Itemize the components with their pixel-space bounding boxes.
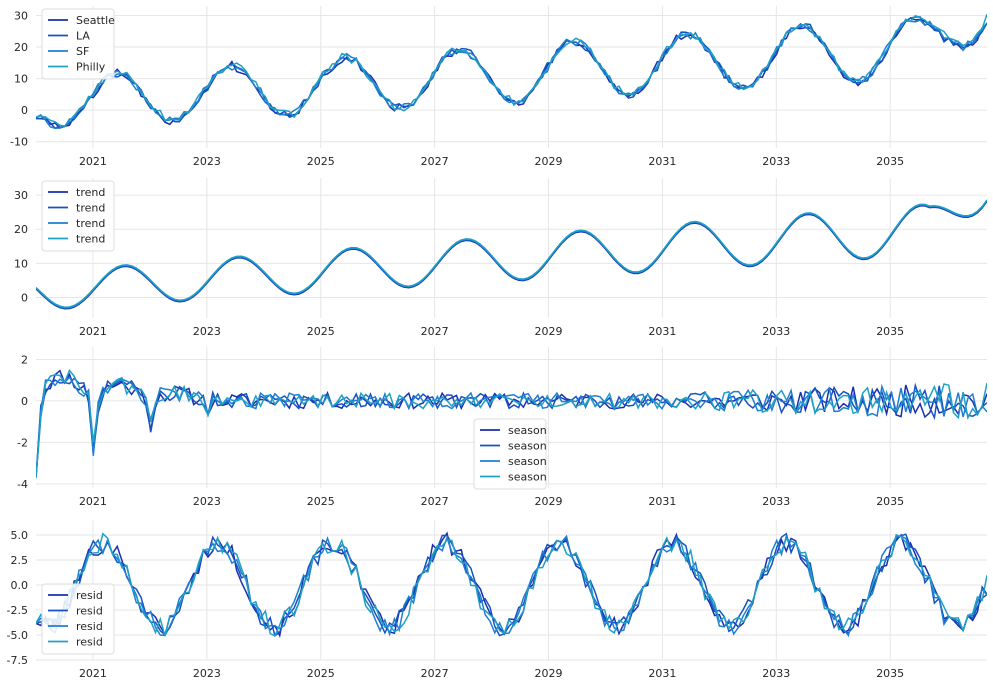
x-tick-label: 2029 [535, 667, 563, 680]
legend-label: Philly [76, 61, 106, 74]
x-tick-label: 2021 [79, 495, 107, 508]
y-tick-label: -2.5 [7, 604, 28, 617]
y-tick-label: 10 [14, 73, 28, 86]
x-tick-label: 2025 [307, 155, 335, 168]
legend: season season season season [473, 418, 547, 490]
legend-label: trend [76, 186, 105, 199]
x-tick-label: 2021 [79, 155, 107, 168]
legend-box [41, 180, 115, 252]
y-tick-label: -5.0 [7, 629, 28, 642]
legend-label: season [508, 424, 547, 437]
legend-label: resid [76, 605, 103, 618]
series-line-philly [36, 13, 987, 127]
legend-label: season [508, 440, 547, 453]
y-tick-label: 2 [21, 353, 28, 366]
y-tick-label: 20 [14, 223, 28, 236]
x-tick-label: 2029 [535, 495, 563, 508]
panel-4: -7.5 -5.0 -2.5 0.0 2.5 5.0 2021 2023 2025 2027 202… [7, 520, 987, 680]
x-tick-label: 2033 [762, 325, 790, 338]
legend-label: trend [76, 217, 105, 230]
x-tick-label: 2027 [421, 495, 449, 508]
legend-box [41, 8, 115, 80]
x-tick-label: 2023 [193, 325, 221, 338]
x-tick-label: 2033 [762, 667, 790, 680]
series-line-season [36, 369, 987, 478]
panel-1: -10 0 10 20 30 2021 2023 2025 2027 2029 2031 2033 20… [10, 6, 987, 168]
legend-label: season [508, 471, 547, 484]
y-tick-label: 5.0 [11, 529, 29, 542]
x-tick-label: 2035 [876, 325, 904, 338]
x-tick-label: 2027 [421, 667, 449, 680]
x-tick-label: 2031 [648, 155, 676, 168]
x-tick-label: 2035 [876, 495, 904, 508]
y-tick-label: 0 [21, 395, 28, 408]
x-tick-label: 2029 [535, 155, 563, 168]
y-tick-label: -10 [10, 136, 28, 149]
legend: Seattle LA SF Philly [41, 8, 115, 80]
y-tick-label: 10 [14, 257, 28, 270]
legend-label: trend [76, 233, 105, 246]
legend-label: Seattle [76, 14, 115, 27]
y-tick-label: 0 [21, 292, 28, 305]
series-line-trend [36, 199, 987, 308]
x-tick-label: 2033 [762, 495, 790, 508]
y-tick-label: 20 [14, 41, 28, 54]
legend: trend trend trend trend [41, 180, 115, 252]
y-tick-label: 0 [21, 104, 28, 117]
legend-label: LA [76, 30, 90, 43]
legend-label: resid [76, 620, 103, 633]
series-line-resid [36, 531, 987, 638]
x-tick-label: 2023 [193, 667, 221, 680]
y-tick-label: -7.5 [7, 654, 28, 667]
panel-2: 0 10 20 30 2021 2023 2025 2027 2029 2031 2033 2035 t… [14, 178, 987, 338]
y-tick-label: 2.5 [11, 554, 29, 567]
x-tick-label: 2035 [876, 155, 904, 168]
legend-box [41, 583, 115, 655]
x-tick-label: 2021 [79, 325, 107, 338]
series-line-trend [36, 199, 987, 309]
series-line-season [36, 377, 987, 478]
x-tick-label: 2025 [307, 495, 335, 508]
x-tick-label: 2031 [648, 325, 676, 338]
series-line-trend [36, 200, 987, 309]
panel-3: -4 -2 0 2 2021 2023 2025 2027 2029 2031 2033 2035 se… [17, 347, 987, 508]
legend-label: SF [76, 45, 89, 58]
x-tick-label: 2025 [307, 325, 335, 338]
y-tick-label: -2 [17, 436, 28, 449]
series-line-sf [36, 19, 987, 130]
legend-label: resid [76, 589, 103, 602]
y-tick-label: 0.0 [11, 579, 29, 592]
x-tick-label: 2033 [762, 155, 790, 168]
series-line-season [36, 369, 987, 478]
y-tick-label: 30 [14, 9, 28, 22]
legend-box [473, 418, 547, 490]
x-tick-label: 2027 [421, 155, 449, 168]
legend: resid resid resid resid [41, 583, 115, 655]
x-tick-label: 2031 [648, 667, 676, 680]
y-tick-label: -4 [17, 478, 28, 491]
x-tick-label: 2027 [421, 325, 449, 338]
legend-label: resid [76, 636, 103, 649]
x-tick-label: 2023 [193, 155, 221, 168]
x-tick-label: 2025 [307, 667, 335, 680]
x-tick-label: 2023 [193, 495, 221, 508]
legend-label: season [508, 455, 547, 468]
series-line-resid [36, 532, 987, 637]
x-tick-label: 2035 [876, 667, 904, 680]
series-line-resid [36, 534, 987, 638]
x-tick-label: 2021 [79, 667, 107, 680]
legend-label: trend [76, 202, 105, 215]
x-tick-label: 2031 [648, 495, 676, 508]
x-tick-label: 2029 [535, 325, 563, 338]
series-line-season [36, 375, 987, 478]
series-line-trend [36, 200, 987, 310]
y-tick-label: 30 [14, 189, 28, 202]
